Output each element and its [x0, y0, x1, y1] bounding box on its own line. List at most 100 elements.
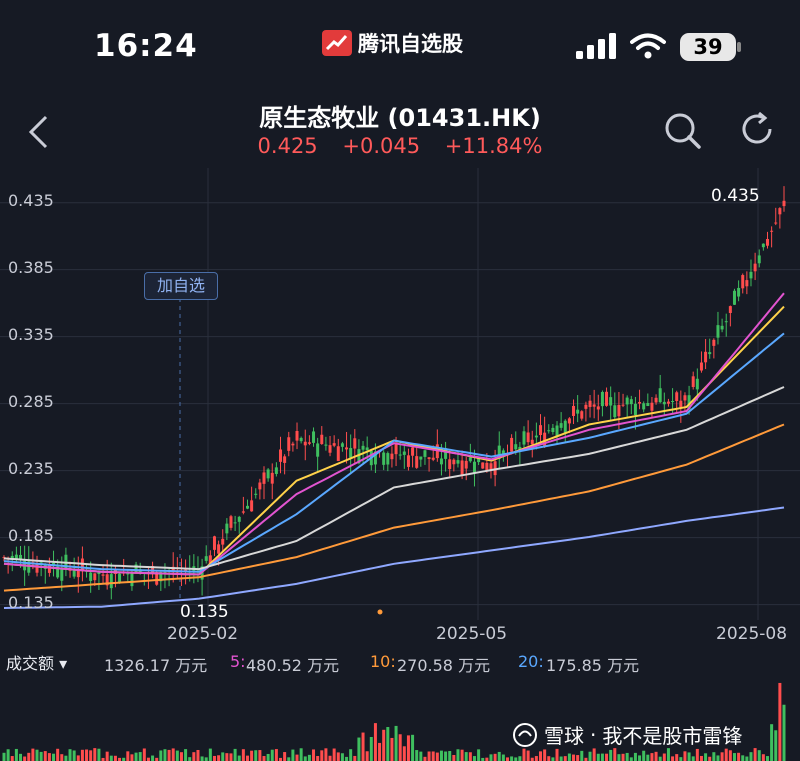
- volume-bar: [254, 750, 258, 761]
- y-tick-label: 0.335: [8, 324, 54, 344]
- candle-body: [539, 425, 543, 436]
- volume-bar: [477, 749, 481, 761]
- volume-bar: [2, 752, 6, 761]
- candle-body: [728, 306, 732, 313]
- candle-body: [245, 505, 249, 509]
- clock: 16:24: [94, 28, 198, 64]
- volume-indicator-select[interactable]: 成交额 ▾: [6, 650, 67, 674]
- candle-body: [76, 570, 80, 578]
- volume-bar: [514, 757, 518, 761]
- volume-bar: [617, 754, 621, 761]
- volume-bar: [31, 748, 35, 761]
- volume-bar: [563, 756, 567, 761]
- volume-indicator-label: 成交额: [6, 654, 55, 673]
- candle-body: [625, 397, 629, 405]
- volume-bar: [208, 748, 212, 761]
- candle-body: [241, 511, 245, 513]
- candle-body: [60, 567, 64, 581]
- volume-bar: [419, 751, 423, 761]
- volume-bar: [76, 755, 80, 761]
- volume-bar: [52, 753, 56, 761]
- volume-bar: [93, 748, 97, 761]
- volume-bar: [80, 749, 84, 761]
- ma20-value: 175.85 万元: [546, 656, 640, 675]
- candle-body: [324, 444, 328, 446]
- y-tick-label: 0.435: [8, 190, 54, 210]
- volume-bar: [724, 748, 728, 761]
- candle-body: [262, 472, 266, 484]
- candle-body: [382, 452, 386, 465]
- back-arrow-icon[interactable]: [26, 114, 50, 150]
- candle-body: [617, 404, 621, 417]
- candle-body: [89, 572, 93, 581]
- candle-body: [477, 457, 481, 463]
- volume-bar: [361, 732, 365, 761]
- volume-bar: [200, 756, 204, 761]
- candle-body: [576, 409, 580, 414]
- candle-body: [258, 482, 262, 490]
- volume-bar: [14, 748, 18, 761]
- volume-bar: [64, 755, 68, 761]
- volume-bar: [423, 756, 427, 761]
- candle-body: [732, 290, 736, 305]
- candle-body: [485, 462, 489, 471]
- volume-bar: [291, 749, 295, 761]
- candle-body: [683, 395, 687, 401]
- candle-body: [522, 431, 526, 445]
- candle-body: [320, 434, 324, 445]
- volume-bar: [765, 756, 769, 761]
- x-tick-label: 2025-08: [716, 624, 788, 644]
- search-icon[interactable]: [662, 110, 702, 150]
- volume-bar: [142, 748, 146, 761]
- candle-body: [411, 447, 415, 456]
- volume-bar: [345, 756, 349, 761]
- volume-bar: [221, 752, 225, 761]
- y-tick-label: 0.185: [8, 525, 54, 545]
- candle-body: [419, 456, 423, 460]
- volume-bar: [97, 748, 101, 761]
- volume-bar: [666, 748, 670, 761]
- candle-body: [567, 418, 571, 424]
- candle-body: [64, 554, 68, 569]
- volume-bar: [551, 757, 555, 761]
- volume-bar: [621, 753, 625, 761]
- candle-body: [592, 404, 596, 407]
- volume-bar: [229, 753, 233, 761]
- volume-bar: [340, 753, 344, 761]
- volume-bar: [646, 754, 650, 761]
- x-tick-label: 2025-02: [167, 624, 239, 644]
- volume-bar: [712, 752, 716, 761]
- candle-body: [741, 275, 745, 289]
- volume-bar: [303, 756, 307, 761]
- kline-chart[interactable]: 0.435 0.385 0.335 0.285 0.235 0.185 0.135 0.43…: [0, 168, 800, 622]
- volume-bar: [485, 757, 489, 761]
- candle-body: [221, 538, 225, 545]
- volume-bar: [699, 755, 703, 761]
- stock-title: 原生态牧业 (01431.HK): [259, 104, 541, 132]
- candle-body: [427, 457, 431, 459]
- candle-body: [439, 458, 443, 465]
- candle-body: [605, 391, 609, 406]
- app-indicator: 腾讯自选股: [322, 28, 463, 58]
- candle-body: [14, 554, 18, 560]
- refresh-icon[interactable]: [738, 110, 776, 148]
- volume-bar: [452, 754, 456, 761]
- volume-bar: [179, 752, 183, 761]
- candle-body: [270, 472, 274, 484]
- candle-body: [551, 427, 555, 433]
- candle-body: [448, 459, 452, 470]
- volume-bar: [295, 754, 299, 761]
- volume-bar: [600, 753, 604, 761]
- stock-quote: 0.425 +0.045 +11.84%: [0, 134, 800, 158]
- ma-line: [3, 332, 785, 573]
- volume-bar: [398, 734, 402, 761]
- candle-body: [530, 439, 534, 445]
- volume-bar: [633, 752, 637, 761]
- volume-bar: [167, 749, 171, 761]
- add-watchlist-button[interactable]: 加自选: [144, 272, 218, 300]
- volume-bar: [526, 750, 530, 761]
- status-bar: 16:24 腾讯自选股 39: [0, 0, 800, 92]
- candle-body: [279, 449, 283, 462]
- volume-bar: [155, 757, 159, 761]
- volume-bar: [658, 756, 662, 761]
